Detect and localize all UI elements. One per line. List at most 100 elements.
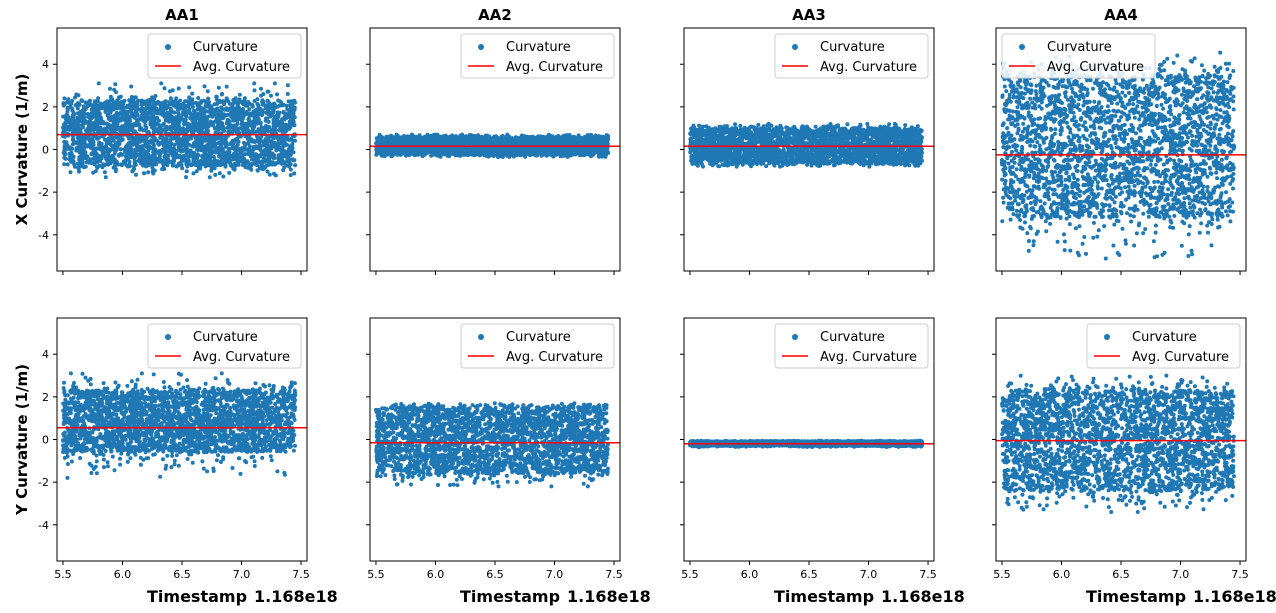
legend-marker-curvature bbox=[165, 44, 171, 50]
legend-box bbox=[774, 33, 929, 79]
legend-label-curvature: Curvature bbox=[1132, 330, 1197, 345]
legend-box bbox=[1001, 33, 1156, 79]
legend-label-avg-curvature: Avg. Curvature bbox=[820, 350, 917, 365]
x-axis-label: Timestamp bbox=[1086, 587, 1186, 606]
panel-aa4-y: 5.5 6.0 6.5 7.0 7.5 Curvature Avg. Curvature Ti… bbox=[992, 317, 1276, 606]
x-axis-label: Timestamp bbox=[460, 587, 560, 606]
scatter-points bbox=[61, 371, 298, 480]
legend-box bbox=[460, 323, 615, 369]
legend-label-curvature: Curvature bbox=[193, 40, 258, 55]
legend-label-avg-curvature: Avg. Curvature bbox=[193, 350, 290, 365]
legend-box bbox=[1086, 323, 1241, 369]
legend-marker-curvature bbox=[792, 334, 798, 340]
x-tick-label: 7.0 bbox=[546, 568, 564, 581]
column-title-aa4: AA4 bbox=[1104, 6, 1138, 24]
legend-label-curvature: Curvature bbox=[820, 40, 885, 55]
column-title-aa2: AA2 bbox=[478, 6, 512, 24]
scatter-points bbox=[1000, 50, 1237, 261]
y-tick-label: 0 bbox=[42, 144, 49, 157]
legend: Curvature Avg. Curvature bbox=[1001, 33, 1156, 79]
legend: Curvature Avg. Curvature bbox=[774, 323, 929, 369]
legend-label-curvature: Curvature bbox=[506, 330, 571, 345]
x-tick-label: 6.5 bbox=[173, 568, 191, 581]
legend-box bbox=[147, 33, 302, 79]
legend-marker-curvature bbox=[792, 44, 798, 50]
x-offset-label: 1.168e18 bbox=[254, 587, 338, 606]
x-tick-label: 7.0 bbox=[860, 568, 878, 581]
legend: Curvature Avg. Curvature bbox=[774, 33, 929, 79]
x-tick-label: 7.5 bbox=[919, 568, 937, 581]
y-tick-label: 4 bbox=[42, 348, 49, 361]
x-tick-label: 6.0 bbox=[114, 568, 132, 581]
y-tick-label: 4 bbox=[42, 58, 49, 71]
x-tick-label: 6.0 bbox=[741, 568, 759, 581]
legend-marker-curvature bbox=[478, 44, 484, 50]
legend-label-avg-curvature: Avg. Curvature bbox=[193, 60, 290, 75]
y-tick-label: -4 bbox=[38, 229, 49, 242]
y-tick-label: 2 bbox=[42, 391, 49, 404]
x-tick-label: 5.5 bbox=[993, 568, 1011, 581]
legend-label-curvature: Curvature bbox=[1047, 40, 1112, 55]
x-offset-label: 1.168e18 bbox=[567, 587, 651, 606]
x-tick-label: 7.5 bbox=[292, 568, 310, 581]
panel-aa3-x: Curvature Avg. Curvature bbox=[680, 27, 935, 275]
x-tick-label: 7.5 bbox=[1231, 568, 1249, 581]
scatter-points bbox=[374, 401, 610, 489]
column-title-aa3: AA3 bbox=[792, 6, 826, 24]
panel-aa1-x: 4 2 0 -2 -4 Curvature Avg. Curvature bbox=[38, 27, 308, 275]
legend-marker-curvature bbox=[1019, 44, 1025, 50]
x-tick-label: 5.5 bbox=[367, 568, 385, 581]
legend-marker-curvature bbox=[1104, 334, 1110, 340]
x-tick-label: 6.0 bbox=[1053, 568, 1071, 581]
panel-aa2-x: Curvature Avg. Curvature bbox=[366, 27, 621, 275]
legend: Curvature Avg. Curvature bbox=[147, 323, 302, 369]
legend-label-avg-curvature: Avg. Curvature bbox=[820, 60, 917, 75]
panel-aa4-x: Curvature Avg. Curvature bbox=[992, 27, 1247, 275]
panel-aa3-y: 5.5 6.0 6.5 7.0 7.5 Curvature Avg. Curvature Ti… bbox=[680, 317, 965, 606]
legend-box bbox=[147, 323, 302, 369]
y-tick-label: 2 bbox=[42, 101, 49, 114]
x-tick-label: 5.5 bbox=[54, 568, 72, 581]
y-tick-label: -2 bbox=[38, 476, 49, 489]
legend-label-avg-curvature: Avg. Curvature bbox=[1132, 350, 1229, 365]
legend-label-curvature: Curvature bbox=[820, 330, 885, 345]
x-tick-label: 7.5 bbox=[605, 568, 623, 581]
x-offset-label: 1.168e18 bbox=[881, 587, 965, 606]
legend-label-avg-curvature: Avg. Curvature bbox=[506, 60, 603, 75]
x-axis-label: Timestamp bbox=[774, 587, 874, 606]
panel-aa1-y: 4 2 0 -2 -4 5.5 6.0 6.5 7.0 7.5 Curvature Avg. Curv… bbox=[38, 317, 338, 606]
legend: Curvature Avg. Curvature bbox=[460, 323, 615, 369]
legend-marker-curvature bbox=[478, 334, 484, 340]
legend: Curvature Avg. Curvature bbox=[147, 33, 302, 79]
x-tick-label: 6.5 bbox=[1112, 568, 1130, 581]
legend-box bbox=[460, 33, 615, 79]
legend-box bbox=[774, 323, 929, 369]
scatter-points bbox=[688, 121, 924, 169]
x-offset-label: 1.168e18 bbox=[1193, 587, 1276, 606]
legend-label-avg-curvature: Avg. Curvature bbox=[1047, 60, 1144, 75]
x-axis-label: Timestamp bbox=[147, 587, 247, 606]
y-tick-label: -2 bbox=[38, 186, 49, 199]
legend: Curvature Avg. Curvature bbox=[460, 33, 615, 79]
legend-label-avg-curvature: Avg. Curvature bbox=[506, 350, 603, 365]
legend: Curvature Avg. Curvature bbox=[1086, 323, 1241, 369]
x-tick-label: 6.5 bbox=[486, 568, 504, 581]
legend-label-curvature: Curvature bbox=[193, 330, 258, 345]
x-tick-label: 7.0 bbox=[233, 568, 251, 581]
x-tick-label: 5.5 bbox=[681, 568, 699, 581]
column-title-aa1: AA1 bbox=[165, 6, 199, 24]
row-label-y-curvature: Y Curvature (1/m) bbox=[13, 364, 31, 516]
panel-aa2-y: 5.5 6.0 6.5 7.0 7.5 Curvature Avg. Curvature Ti… bbox=[366, 317, 651, 606]
y-tick-label: -4 bbox=[38, 519, 49, 532]
x-tick-label: 6.5 bbox=[800, 568, 818, 581]
legend-marker-curvature bbox=[165, 334, 171, 340]
scatter-points bbox=[61, 81, 298, 180]
y-tick-label: 0 bbox=[42, 434, 49, 447]
x-tick-label: 7.0 bbox=[1172, 568, 1190, 581]
row-label-x-curvature: X Curvature (1/m) bbox=[13, 74, 31, 226]
scatter-points bbox=[1000, 373, 1236, 514]
legend-label-curvature: Curvature bbox=[506, 40, 571, 55]
x-tick-label: 6.0 bbox=[427, 568, 445, 581]
